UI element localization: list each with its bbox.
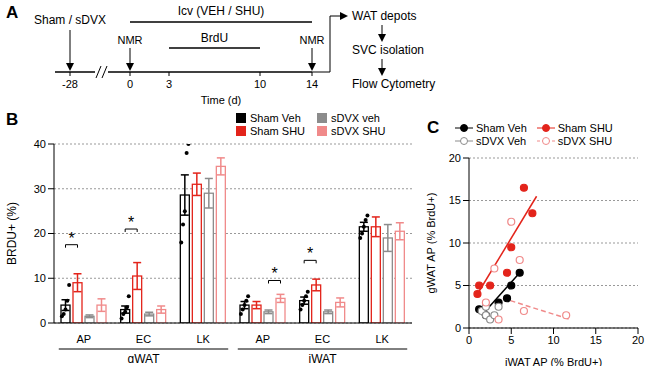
svg-text:BrdU: BrdU (201, 31, 228, 45)
svg-text:20: 20 (449, 152, 461, 164)
svg-text:15: 15 (590, 334, 602, 346)
svg-text:SVC isolation: SVC isolation (352, 43, 424, 57)
svg-text:*: * (68, 230, 74, 247)
html-text:sDVX SHU: sDVX SHU (331, 125, 386, 137)
svg-text:0: 0 (127, 78, 133, 90)
svg-text:20: 20 (34, 227, 46, 239)
svg-text:-28: -28 (62, 78, 78, 90)
svg-text:gWAT AP (% BrdU+): gWAT AP (% BrdU+) (425, 193, 437, 294)
svg-text:LK: LK (375, 333, 389, 345)
svg-text:30: 30 (34, 183, 46, 195)
html-text:sDVX Veh: sDVX Veh (476, 135, 527, 147)
svg-text:0: 0 (455, 322, 461, 334)
svg-text:5: 5 (508, 334, 514, 346)
svg-text:10: 10 (547, 334, 559, 346)
svg-text:NMR: NMR (117, 34, 142, 46)
svg-text:10: 10 (34, 272, 46, 284)
svg-text:Sham / sDVX: Sham / sDVX (34, 13, 106, 27)
svg-text:LK: LK (196, 333, 210, 345)
svg-text:Time (d): Time (d) (201, 94, 242, 106)
html-text:Sham SHU: Sham SHU (250, 125, 305, 137)
svg-text:iWAT: iWAT (309, 352, 338, 363)
svg-text:AP: AP (76, 333, 91, 345)
svg-text:Icv (VEH / SHU): Icv (VEH / SHU) (178, 4, 265, 18)
svg-text:EC: EC (315, 333, 330, 345)
svg-text:NMR: NMR (299, 34, 324, 46)
svg-text:EC: EC (136, 333, 151, 345)
svg-text:iWAT AP (% BrdU+): iWAT AP (% BrdU+) (505, 356, 602, 366)
html-text:Sham SHU: Sham SHU (557, 122, 613, 134)
svg-text:*: * (128, 214, 134, 231)
svg-text:Flow Cytometry: Flow Cytometry (352, 77, 435, 91)
svg-text:40: 40 (34, 138, 46, 150)
svg-text:3: 3 (166, 78, 172, 90)
svg-text:0: 0 (466, 334, 472, 346)
html-text:sDVX veh: sDVX veh (331, 112, 380, 124)
svg-text:*: * (307, 245, 313, 262)
svg-text:BRDU+ (%): BRDU+ (%) (8, 202, 19, 265)
svg-text:WAT depots: WAT depots (352, 9, 416, 23)
svg-text:0: 0 (40, 317, 46, 329)
svg-text:10: 10 (254, 78, 266, 90)
svg-text:5: 5 (455, 279, 461, 291)
svg-text:14: 14 (306, 78, 318, 90)
svg-text:*: * (271, 265, 277, 282)
svg-text:AP: AP (255, 333, 270, 345)
html-text:C: C (427, 118, 440, 137)
svg-text:20: 20 (632, 334, 642, 346)
html-text:B: B (6, 110, 19, 129)
html-text:Sham Veh: Sham Veh (250, 112, 301, 124)
svg-text:A: A (8, 3, 18, 22)
svg-text:10: 10 (449, 237, 461, 249)
html-text:Sham Veh: Sham Veh (476, 122, 527, 134)
svg-text:15: 15 (449, 194, 461, 206)
svg-text:gWAT: gWAT (128, 352, 161, 363)
html-text:sDVX SHU: sDVX SHU (557, 135, 613, 147)
